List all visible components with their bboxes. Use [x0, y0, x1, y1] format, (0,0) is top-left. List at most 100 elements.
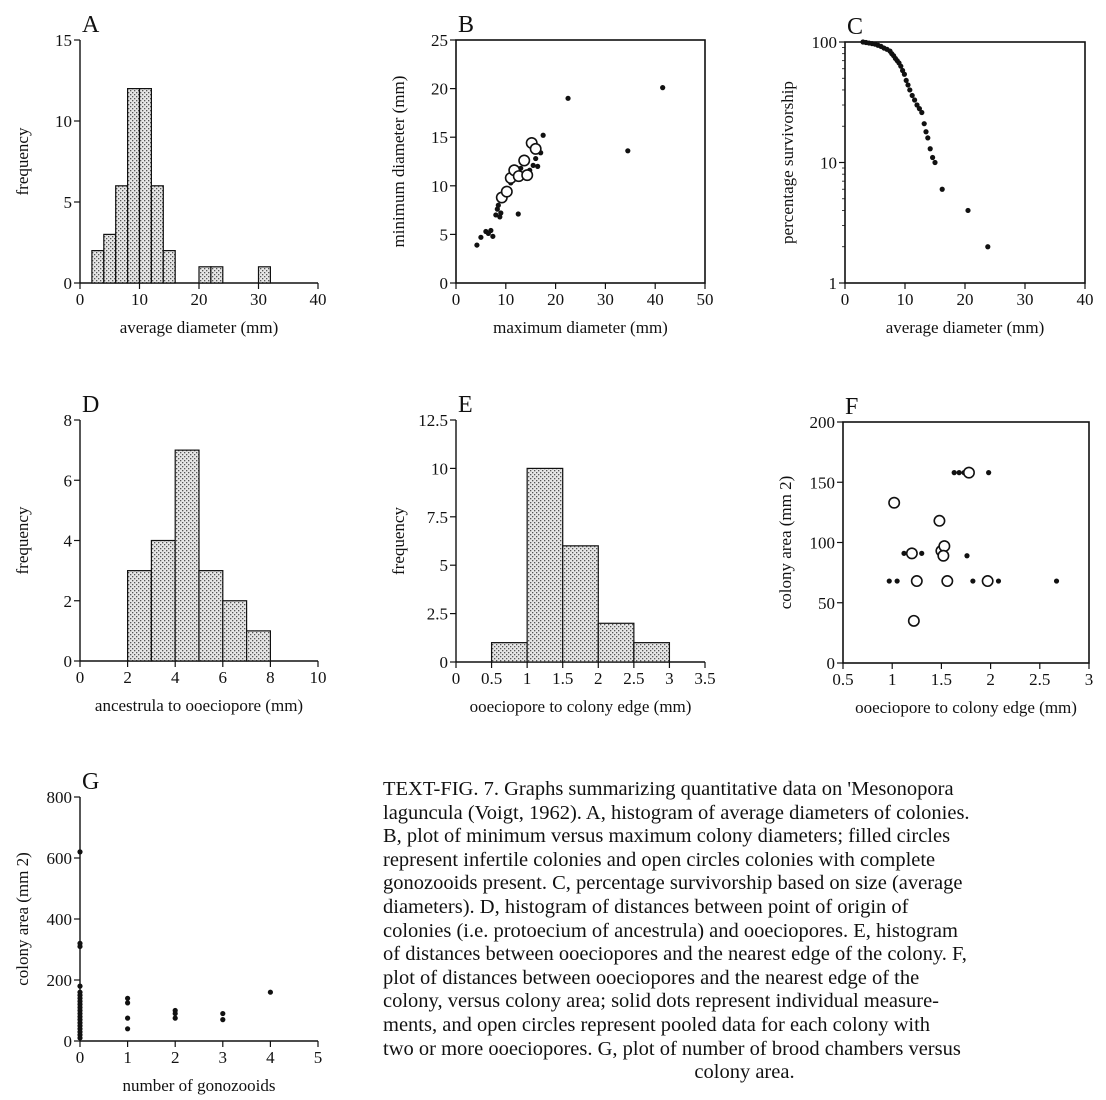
filled-point: [172, 1010, 178, 1017]
filled-point: [535, 163, 541, 169]
plot-frame: [455, 39, 706, 284]
filled-point: [220, 1010, 226, 1017]
y-tick-label: 2.5: [427, 605, 448, 624]
y-tick-label: 4: [64, 532, 73, 551]
x-tick-label: 6: [219, 668, 228, 687]
caption-line-10: ments, and open circles represent pooled…: [383, 1013, 931, 1036]
caption-line-5: diameters). D, histogram of distances be…: [383, 895, 909, 918]
filled-point: [898, 63, 904, 69]
panel-letter: C: [847, 14, 863, 40]
filled-point: [925, 135, 931, 141]
y-tick-label: 15: [55, 31, 72, 50]
y-tick-label: 150: [810, 473, 836, 492]
histogram-bar: [222, 600, 248, 662]
open-point: [933, 514, 946, 527]
panel-letter: B: [458, 12, 474, 38]
x-tick-label: 20: [191, 290, 208, 309]
y-tick-label: 10: [431, 459, 448, 478]
y-tick-label: 5: [64, 193, 73, 212]
figure-caption: TEXT-FIG. 7. Graphs summarizing quantita…: [383, 778, 1106, 1085]
y-tick-label: 20: [431, 80, 448, 99]
panel-e: E 0 2.5 5 7.5 10 12.5 0 0.5 1 1.5 2 2.5 3 3.5ooeciopor…: [389, 392, 716, 716]
filled-point: [125, 1015, 131, 1021]
y-tick-label: 400: [47, 910, 73, 929]
filled-point: [919, 550, 925, 556]
caption-line-6: colonies (i.e. protoecium of ancestrula)…: [383, 919, 958, 942]
panel-letter: F: [845, 394, 858, 420]
filled-point: [916, 106, 923, 112]
filled-point: [125, 1000, 131, 1006]
y-axis-label: colony area (mm 2): [776, 476, 795, 610]
x-tick-label: 20: [547, 290, 564, 309]
histogram-bar: [115, 185, 129, 284]
filled-point: [886, 578, 892, 584]
filled-point: [930, 154, 936, 161]
filled-point: [951, 470, 957, 476]
x-tick-label: 50: [697, 290, 714, 309]
y-axis-label: frequency: [389, 507, 408, 575]
histogram-bar: [103, 233, 117, 284]
filled-point: [995, 578, 1002, 584]
x-tick-label: 0: [76, 1048, 85, 1067]
filled-point: [901, 550, 907, 556]
caption-line-7: of distances between ooeciopores and the…: [383, 943, 967, 966]
y-tick-label: 600: [47, 849, 73, 868]
y-tick-label: 7.5: [427, 508, 448, 527]
filled-point: [125, 1026, 131, 1032]
x-axis-label: average diameter (mm): [120, 318, 279, 337]
x-tick-label: 2.5: [1029, 670, 1050, 689]
filled-point: [1053, 578, 1060, 584]
x-tick-label: 3: [1085, 670, 1094, 689]
y-tick-label: 15: [431, 128, 448, 147]
filled-point: [494, 206, 500, 212]
x-tick-label: 40: [1077, 290, 1094, 309]
x-tick-label: 30: [1017, 290, 1034, 309]
y-tick-label: 0: [64, 652, 73, 671]
x-tick-label: 0: [841, 290, 850, 309]
x-tick-label: 0: [76, 290, 85, 309]
x-tick-label: 2.5: [623, 669, 644, 688]
x-tick-label: 30: [250, 290, 267, 309]
y-tick-label: 0: [827, 654, 836, 673]
histogram-bar: [126, 87, 141, 284]
histogram-bar: [246, 630, 272, 662]
filled-point: [77, 849, 83, 855]
panel-c: C 1 10 100 0 10 20 30 40 average diameter (mm) per…: [778, 14, 1094, 337]
histogram-bar: [210, 266, 224, 284]
x-axis-label: maximum diameter (mm): [493, 318, 668, 337]
x-tick-label: 1.5: [552, 669, 573, 688]
x-tick-label: 3: [219, 1048, 228, 1067]
filled-point: [919, 109, 925, 116]
histogram-bar: [562, 545, 599, 663]
y-tick-label: 200: [810, 413, 836, 432]
caption-line-11: two or more ooeciopores. G, plot of numb…: [383, 1037, 961, 1060]
y-axis-label: frequency: [13, 127, 32, 195]
open-point: [888, 496, 901, 509]
open-point: [907, 614, 920, 627]
filled-point: [490, 233, 496, 239]
filled-point: [985, 244, 991, 250]
x-tick-label: 0: [452, 669, 461, 688]
filled-point: [77, 983, 83, 989]
filled-point: [172, 1015, 178, 1021]
x-tick-label: 1: [123, 1048, 132, 1067]
caption-line-3: represent infertile colonies and open ci…: [383, 848, 936, 871]
x-axis-label: ooeciopore to colony edge (mm): [470, 697, 692, 716]
filled-point: [530, 162, 536, 168]
x-tick-label: 4: [171, 668, 180, 687]
open-point: [937, 549, 950, 562]
panel-b: B 0 5 10 15 20 25 0 10 20 30 40 50 maximum diameter (…: [389, 12, 714, 337]
caption-line-8: plot of distances between ooeciopores an…: [383, 966, 920, 989]
y-tick-label: 12.5: [418, 411, 448, 430]
filled-point: [474, 242, 480, 248]
x-tick-label: 3: [665, 669, 674, 688]
histogram-bar: [198, 266, 212, 284]
y-tick-label: 0: [440, 274, 449, 293]
y-axis-label: colony area (mm 2): [13, 852, 32, 986]
filled-point: [495, 202, 501, 208]
open-point: [962, 466, 975, 479]
histogram-bar: [91, 250, 105, 284]
filled-point: [909, 92, 915, 99]
filled-point: [986, 470, 992, 476]
